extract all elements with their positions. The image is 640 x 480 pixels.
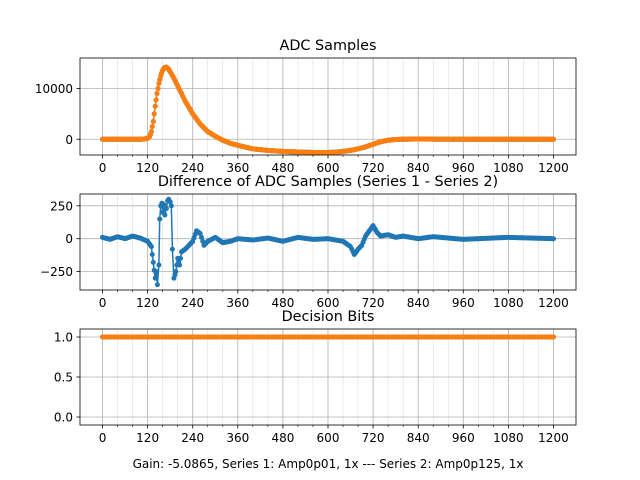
x-tick-label: 840: [407, 431, 430, 445]
x-tick-label: 1080: [493, 296, 524, 310]
data-point: [148, 129, 154, 135]
data-point: [167, 199, 173, 205]
data-point: [168, 203, 174, 209]
x-tick-label: 720: [362, 431, 385, 445]
x-tick-label: 960: [452, 161, 475, 175]
x-tick-label: 0: [99, 431, 107, 445]
series-series-2: [100, 334, 556, 340]
x-tick-label: 480: [271, 431, 294, 445]
x-tick-label: 600: [317, 161, 340, 175]
y-tick-label: 0.0: [54, 411, 73, 425]
data-point: [153, 97, 159, 103]
x-tick-label: 360: [226, 161, 249, 175]
data-point: [199, 234, 204, 240]
data-point: [178, 255, 183, 261]
data-point: [173, 269, 179, 275]
data-point: [149, 252, 155, 257]
subplot-3: 0 120 240 360 480 600 720 840 960 1080 1200 0.0 0.5 1…: [54, 309, 577, 445]
data-point: [551, 334, 556, 340]
x-tick-label: 120: [136, 161, 159, 175]
data-point: [169, 246, 175, 252]
y-tick-label: 1.0: [54, 331, 73, 345]
data-point: [197, 231, 203, 236]
x-tick-label: 720: [362, 161, 385, 175]
data-point: [551, 136, 556, 142]
x-tick-label: 480: [271, 161, 294, 175]
data-point: [150, 259, 156, 265]
y-tick-label: 0: [65, 232, 73, 246]
x-tick-label: 1080: [493, 161, 524, 175]
x-tick-label: 720: [362, 296, 385, 310]
data-point: [150, 119, 156, 124]
subplot-title: ADC Samples: [279, 38, 376, 54]
x-tick-label: 120: [136, 296, 159, 310]
data-point: [157, 216, 163, 222]
subplot-2: 0 120 240 360 480 600 720 840 960 1080 1200 −250 0 25…: [40, 174, 577, 310]
data-point: [156, 80, 162, 86]
y-tick-label: 0.5: [54, 371, 73, 385]
data-point: [149, 124, 155, 130]
data-point: [551, 236, 556, 242]
y-tick-label: 250: [50, 199, 73, 213]
data-point: [151, 111, 157, 117]
x-tick-label: 240: [181, 161, 204, 175]
x-tick-label: 600: [317, 431, 340, 445]
x-tick-label: 840: [407, 296, 430, 310]
data-point: [162, 212, 168, 218]
x-tick-label: 240: [181, 431, 204, 445]
x-tick-label: 840: [407, 161, 430, 175]
x-tick-label: 0: [99, 296, 107, 310]
footer-caption: Gain: -5.0865, Series 1: Amp0p01, 1x ---…: [133, 457, 524, 471]
data-point: [161, 202, 167, 207]
x-tick-label: 1200: [538, 431, 569, 445]
data-point: [154, 91, 160, 96]
data-point: [156, 262, 162, 268]
data-point: [163, 206, 169, 211]
x-tick-label: 1200: [538, 161, 569, 175]
y-tick-label: 0: [65, 133, 73, 147]
data-point: [157, 77, 163, 83]
x-tick-label: 0: [99, 161, 107, 175]
series-series-1-series-2: [100, 196, 556, 288]
x-tick-label: 240: [181, 296, 204, 310]
x-tick-label: 120: [136, 431, 159, 445]
data-point: [148, 244, 154, 250]
x-tick-label: 1080: [493, 431, 524, 445]
subplot-1: 0 120 240 360 480 600 720 840 960 1080 1200 0 10000 A…: [35, 38, 577, 175]
data-point: [153, 269, 159, 275]
x-tick-label: 480: [271, 296, 294, 310]
subplot-title: Decision Bits: [282, 309, 375, 325]
data-point: [152, 103, 158, 109]
subplot-title: Difference of ADC Samples (Series 1 - Se…: [158, 174, 498, 190]
x-tick-label: 1200: [538, 296, 569, 310]
x-tick-label: 360: [226, 296, 249, 310]
data-point: [154, 282, 160, 288]
y-tick-label: −250: [40, 265, 73, 279]
data-point: [155, 86, 161, 91]
x-tick-label: 600: [317, 296, 340, 310]
data-point: [177, 262, 183, 268]
y-tick-label: 10000: [35, 82, 73, 96]
x-tick-label: 360: [226, 431, 249, 445]
data-point: [152, 275, 158, 281]
x-tick-label: 960: [452, 296, 475, 310]
x-tick-label: 960: [452, 431, 475, 445]
series-series-2: [100, 64, 556, 155]
